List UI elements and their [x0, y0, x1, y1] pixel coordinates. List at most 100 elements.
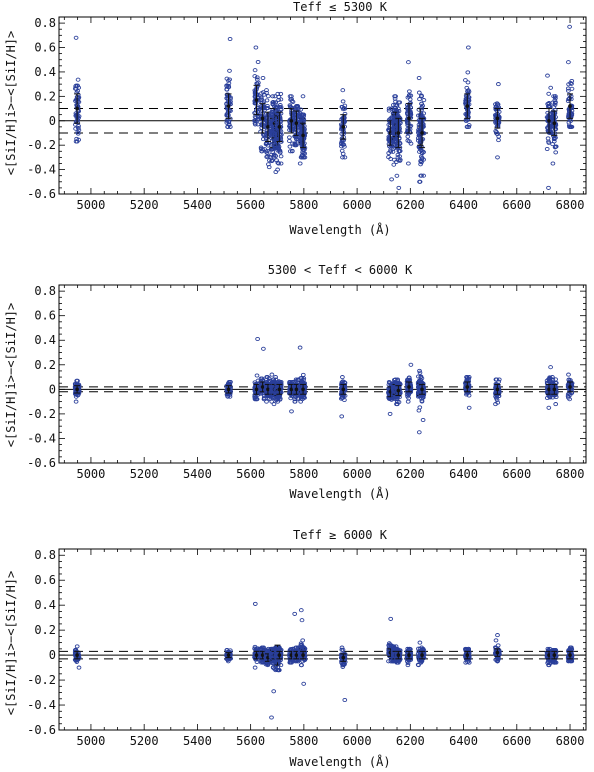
data-point [465, 91, 471, 96]
data-point [277, 148, 283, 153]
data-point [273, 153, 279, 159]
x-tick-label: 5600 [236, 198, 265, 212]
spectral-line-group [298, 618, 308, 686]
mean-marker [277, 653, 282, 657]
x-tick-label: 6600 [502, 734, 531, 748]
data-point [550, 142, 555, 147]
panel-title: Teff ≤ 5300 K [293, 0, 388, 14]
data-point [265, 94, 271, 99]
spectral-line-group [252, 45, 261, 127]
x-tick-label: 6400 [449, 467, 478, 481]
data-point [297, 161, 303, 166]
data-point [227, 124, 233, 129]
data-point [418, 375, 424, 380]
data-point [342, 111, 348, 116]
data-point [259, 659, 264, 664]
x-tick-label: 5600 [236, 467, 265, 481]
x-axis-label: Wavelength (Å) [289, 222, 390, 237]
mean-marker [260, 653, 265, 657]
mean-marker [260, 116, 265, 121]
data-point [552, 131, 558, 136]
data-point [465, 70, 471, 75]
x-tick-label: 6400 [449, 198, 478, 212]
panel-teff-high: Teff ≥ 6000 K 5000 5200 5400 5600 5800 6000 62… [4, 528, 587, 769]
data-point [258, 98, 264, 103]
data-point [292, 143, 298, 148]
data-point [419, 94, 424, 99]
data-point [287, 149, 293, 154]
data-point [339, 414, 345, 419]
data-point [340, 137, 345, 142]
data-point [269, 399, 275, 404]
data-point [465, 89, 470, 94]
panel-teff-low: Teff ≤ 5300 K 5000 5200 5400 5600 5800 6000 62… [4, 0, 587, 237]
data-point [416, 430, 422, 435]
y-tick-label: 0 [49, 648, 56, 662]
x-tick-label: 5200 [130, 734, 159, 748]
data-point [405, 123, 411, 128]
data-point [271, 100, 276, 105]
data-point [550, 375, 555, 380]
data-point [420, 149, 425, 154]
data-point [264, 154, 270, 159]
data-point [271, 402, 277, 407]
data-point [387, 411, 393, 416]
data-point [300, 94, 306, 99]
data-point [386, 108, 392, 113]
data-point [396, 400, 402, 405]
data-point [553, 150, 559, 155]
plot-frame [58, 16, 587, 195]
data-point [546, 405, 552, 410]
data-point [298, 107, 304, 112]
data-point [553, 96, 558, 101]
data-point [254, 659, 260, 665]
y-tick-label: 0.6 [34, 309, 56, 323]
data-point [495, 155, 500, 160]
spectral-line-group [252, 601, 261, 670]
mean-marker [254, 653, 259, 657]
x-tick-label: 6200 [396, 734, 425, 748]
data-point [227, 394, 233, 399]
data-point [264, 375, 270, 380]
y-tick-label: 0.8 [34, 284, 56, 298]
data-point [275, 104, 280, 109]
data-point [299, 663, 304, 668]
data-point [252, 68, 258, 73]
mean-marker [254, 387, 259, 392]
data-point [254, 397, 260, 402]
x-tick-label: 6200 [396, 467, 425, 481]
spectral-line-group [463, 45, 472, 129]
data-point [340, 155, 345, 160]
data-point [569, 78, 575, 84]
spectral-line-group [493, 82, 502, 160]
data-point [269, 372, 275, 377]
mean-marker [341, 387, 346, 392]
data-point [278, 91, 284, 96]
data-point [496, 377, 502, 382]
data-point [464, 377, 470, 382]
panel-title: 5300 < Teff < 6000 K [268, 263, 413, 277]
mean-marker [420, 387, 424, 392]
data-point [292, 141, 298, 146]
x-tick-label: 5400 [183, 734, 212, 748]
data-point [566, 372, 571, 377]
x-tick-label: 6600 [502, 198, 531, 212]
data-point [394, 134, 400, 139]
data-point [567, 124, 572, 129]
mean-marker [75, 387, 79, 392]
data-point [75, 77, 81, 82]
data-point [566, 380, 572, 385]
data-point [258, 146, 264, 151]
mean-marker [465, 104, 470, 108]
data-point [226, 81, 232, 86]
data-point [397, 657, 402, 662]
mean-marker [254, 98, 259, 102]
data-point [76, 665, 82, 670]
data-point [465, 80, 471, 85]
x-tick-label: 6800 [556, 734, 585, 748]
spectral-line-group [404, 646, 414, 668]
data-point [341, 106, 347, 111]
data-point [278, 97, 284, 102]
plot-frame [58, 284, 587, 464]
data-point [265, 148, 270, 153]
